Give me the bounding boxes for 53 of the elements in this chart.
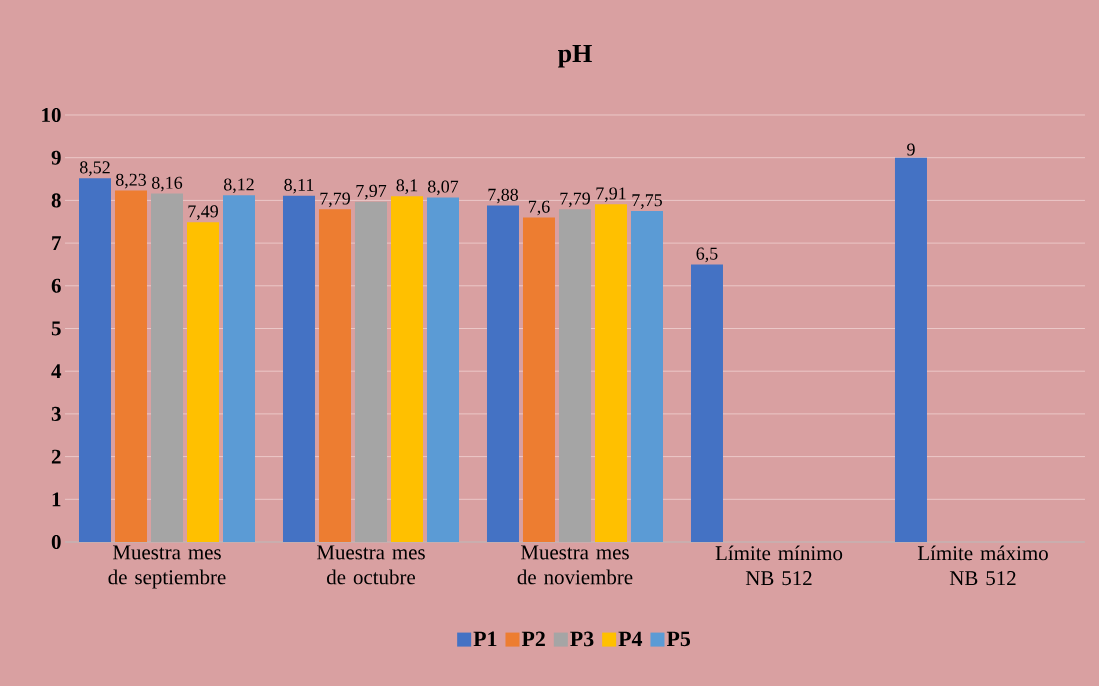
y-tick-label: 7 xyxy=(52,236,61,250)
data-label: 7,91 xyxy=(596,187,626,203)
bar xyxy=(630,211,663,542)
x-tick-label: Límite mínimo NB 512 xyxy=(715,545,843,586)
bar xyxy=(391,196,423,542)
bar xyxy=(79,178,111,542)
bar xyxy=(894,157,927,542)
data-label: 8,12 xyxy=(224,178,254,194)
legend-label: P3 xyxy=(570,631,594,647)
y-tick-label: 1 xyxy=(52,492,61,507)
x-tick-label: Muestra mes de octubre xyxy=(316,545,425,585)
y-tick-label: 9 xyxy=(51,150,61,165)
y-tick-label: 0 xyxy=(51,534,61,550)
y-tick-label: 3 xyxy=(51,406,61,421)
x-tick-label: Límite máximo NB 512 xyxy=(917,545,1048,586)
data-label: 8,1 xyxy=(396,179,418,194)
bar xyxy=(318,209,351,542)
data-label: 8,07 xyxy=(427,180,459,196)
data-label: 8,11 xyxy=(284,178,314,194)
y-tick-label: 2 xyxy=(51,449,61,464)
chart-title: pH xyxy=(558,45,592,68)
bar xyxy=(690,264,723,542)
bar xyxy=(115,190,147,542)
data-label: 7,88 xyxy=(488,188,518,204)
data-label: 7,75 xyxy=(632,194,662,209)
legend-label: P5 xyxy=(666,631,691,647)
y-tick-label: 8 xyxy=(51,193,61,208)
data-label: 8,16 xyxy=(151,176,183,192)
bar xyxy=(223,195,255,542)
legend-label: P4 xyxy=(618,631,643,647)
x-tick-label: Muestra mes de septiembre xyxy=(108,545,226,589)
y-tick-label: 6 xyxy=(51,278,61,293)
data-label: 7,79 xyxy=(320,192,350,208)
data-label: 8,23 xyxy=(115,173,146,189)
y-tick-label: 10 xyxy=(42,107,61,123)
bar xyxy=(282,195,315,542)
legend-label: P1 xyxy=(473,631,497,647)
bar xyxy=(427,197,459,542)
data-label: 7,79 xyxy=(560,192,590,208)
bar xyxy=(187,222,219,542)
y-tick-label: 5 xyxy=(51,321,61,336)
data-label: 6,5 xyxy=(696,247,718,263)
y-tick-label: 4 xyxy=(51,364,62,379)
x-tick-label: Muestra mes de noviembre xyxy=(517,545,633,585)
bar xyxy=(522,217,555,542)
data-label: 9 xyxy=(907,143,915,156)
legend-label: P2 xyxy=(521,631,545,647)
bar xyxy=(594,204,627,542)
data-label: 7,97 xyxy=(356,184,387,200)
bar xyxy=(486,205,519,542)
data-label: 8,52 xyxy=(79,161,110,176)
data-label: 7,6 xyxy=(528,200,550,216)
data-label: 7,49 xyxy=(188,205,218,220)
